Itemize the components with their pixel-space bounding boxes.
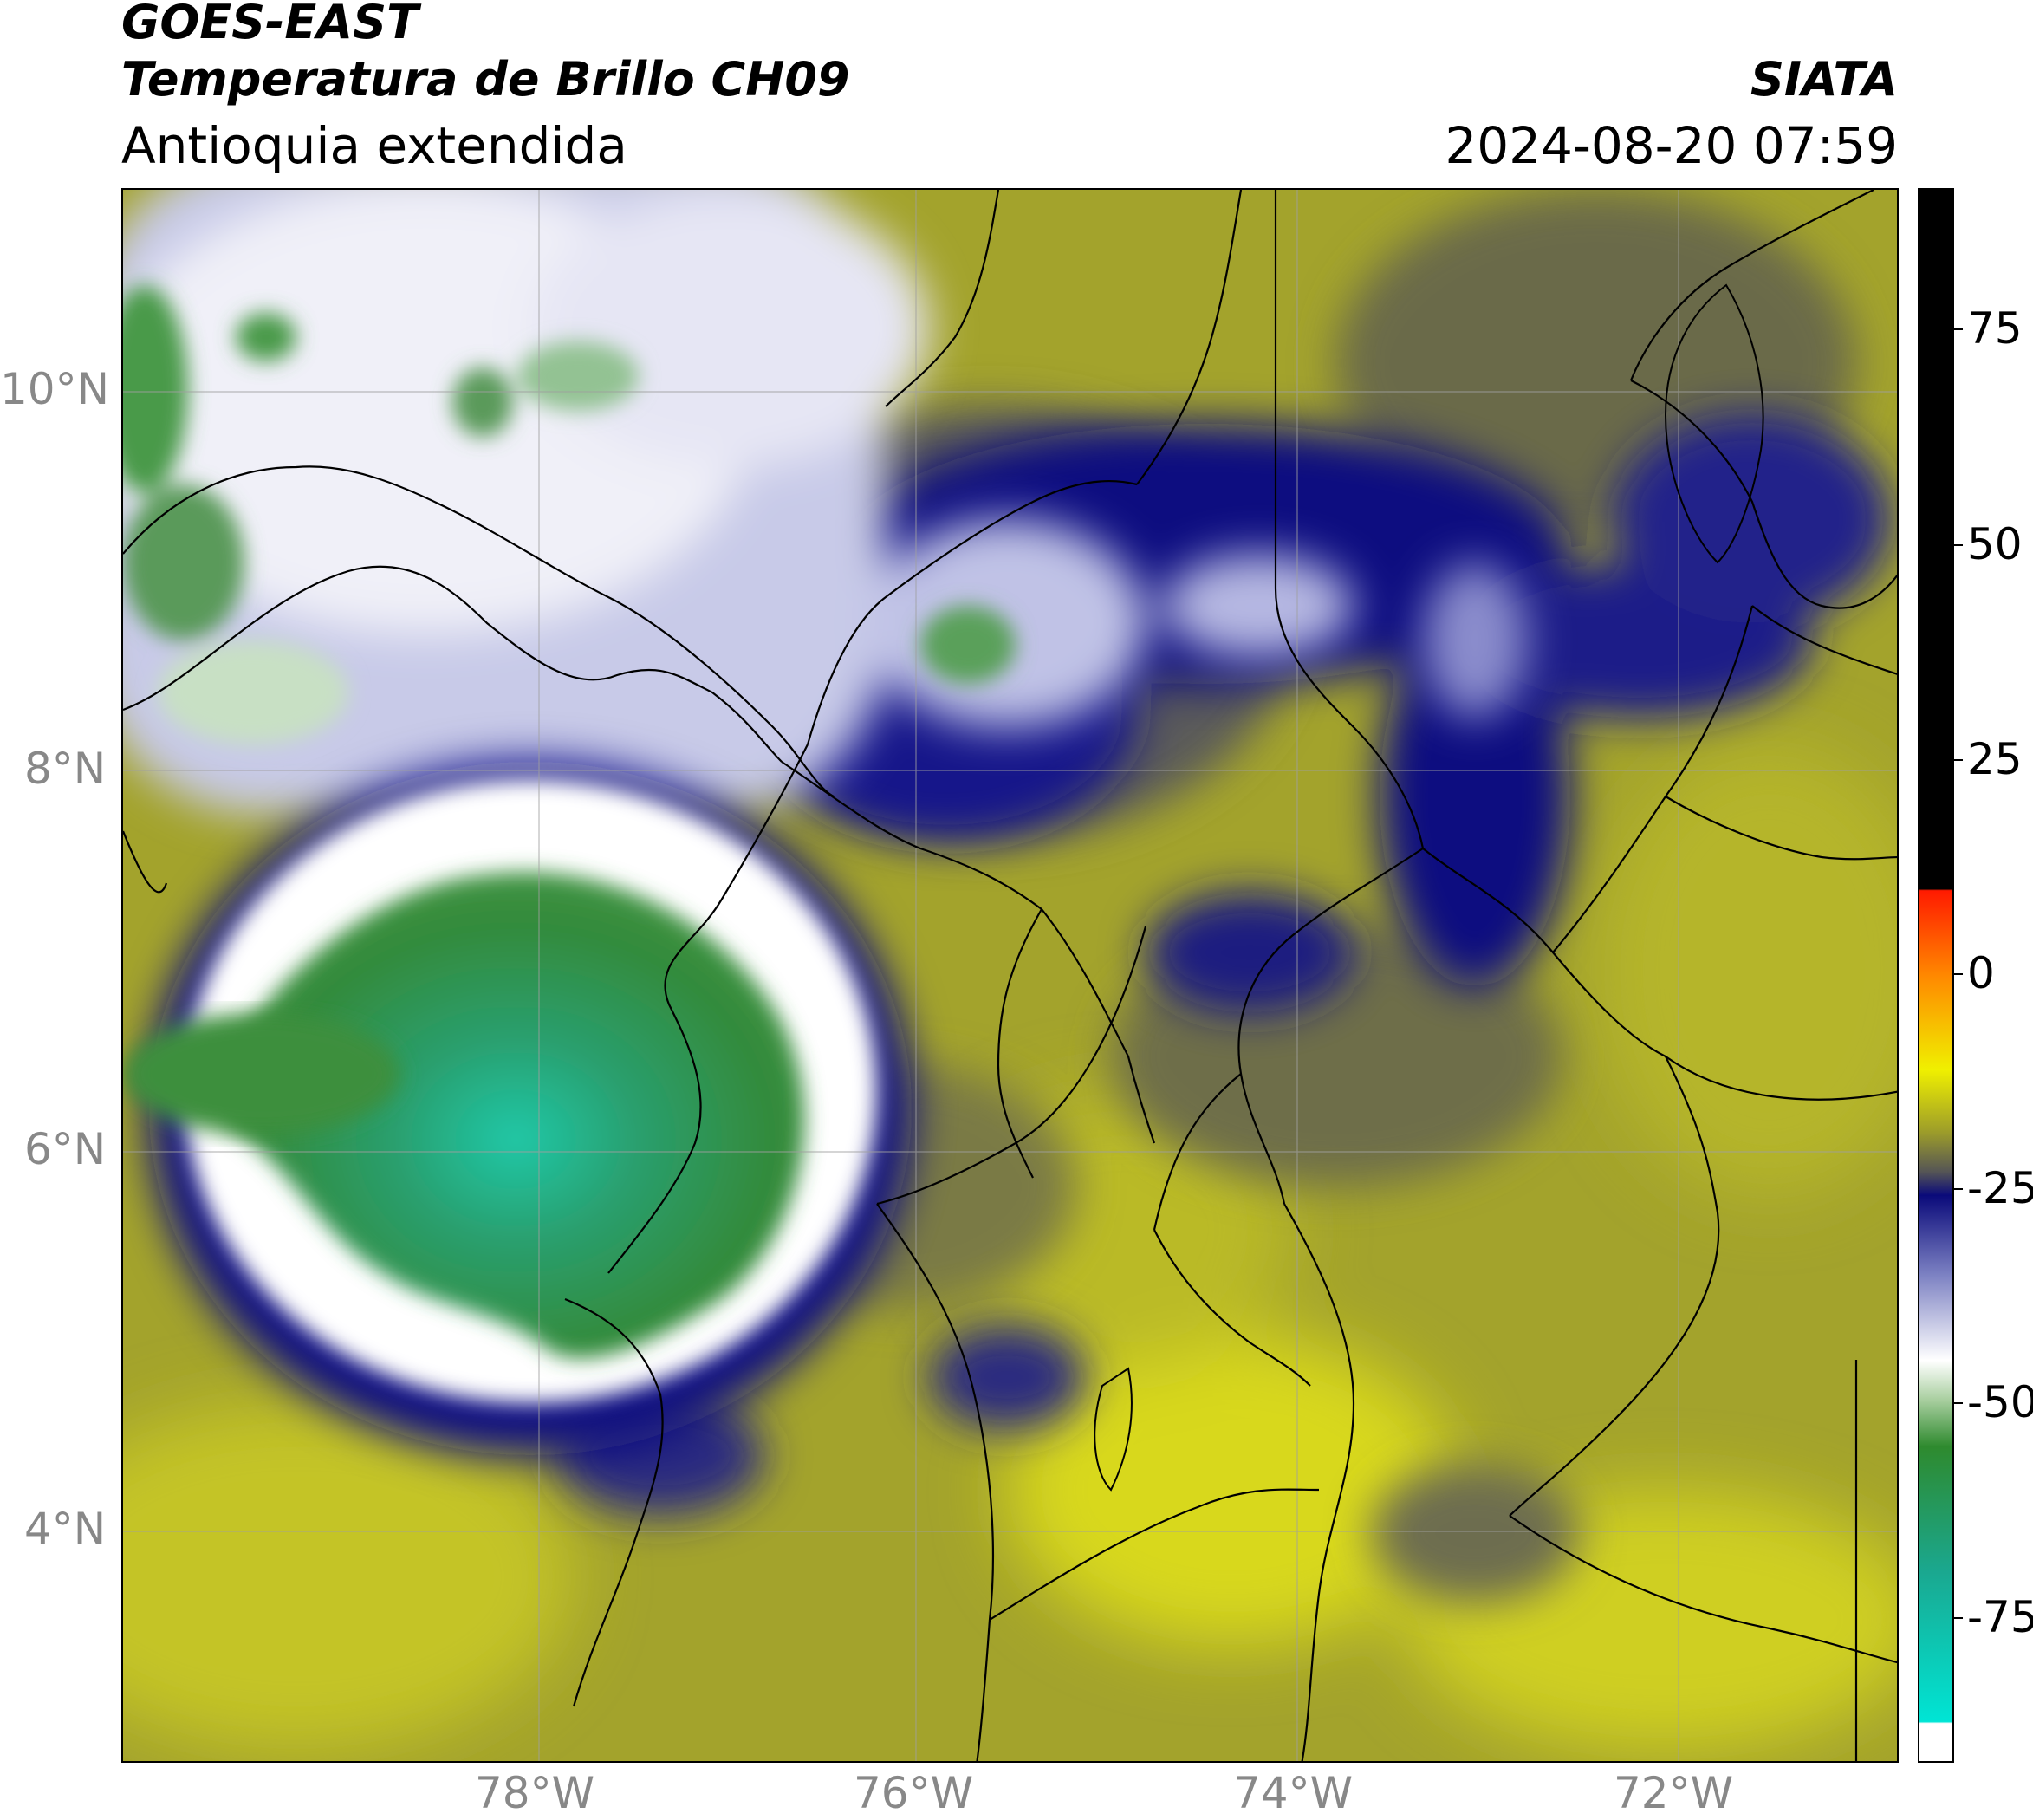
region-subtitle: Antioquia extendida bbox=[121, 116, 627, 175]
lon-label-76w: 76°W bbox=[854, 1768, 974, 1818]
colorbar-label-minus-75: -75 bbox=[1967, 1592, 2033, 1642]
colorbar-label-75: 75 bbox=[1967, 303, 2023, 354]
lon-label-78w: 78°W bbox=[475, 1768, 595, 1818]
satellite-map bbox=[121, 188, 1899, 1763]
green-pockets bbox=[123, 285, 1016, 744]
lake-outline bbox=[1094, 283, 1764, 1492]
boundaries bbox=[123, 190, 1897, 1761]
colorbar-label-minus-50: -50 bbox=[1967, 1377, 2033, 1427]
colorbar-ticks bbox=[1952, 328, 1963, 1619]
satellite-title: GOES-EAST bbox=[121, 0, 419, 49]
temperature-colorbar bbox=[1918, 188, 1954, 1763]
lat-label-10n: 10°N bbox=[0, 364, 110, 414]
lon-label-74w: 74°W bbox=[1233, 1768, 1354, 1818]
lat-label-4n: 4°N bbox=[24, 1504, 107, 1554]
colorbar-label-25: 25 bbox=[1967, 734, 2023, 784]
colorbar-gradient bbox=[1919, 190, 1952, 1761]
cold-cloud-tops bbox=[123, 190, 1527, 814]
organization-label: SIATA bbox=[1750, 52, 1898, 107]
brightness-temperature-field bbox=[123, 190, 1897, 1761]
graticule bbox=[123, 190, 1897, 1761]
product-title: Temperatura de Brillo CH09 bbox=[121, 52, 850, 107]
lat-label-6n: 6°N bbox=[24, 1124, 107, 1174]
colorbar-label-50: 50 bbox=[1967, 519, 2023, 569]
datetime-label: 2024-08-20 07:59 bbox=[1445, 116, 1898, 175]
convective-cell bbox=[123, 762, 912, 1455]
lon-label-72w: 72°W bbox=[1614, 1768, 1734, 1818]
colorbar-label-0: 0 bbox=[1967, 948, 1995, 998]
lat-label-8n: 8°N bbox=[24, 744, 107, 794]
colorbar-label-minus-25: -25 bbox=[1967, 1163, 2033, 1213]
